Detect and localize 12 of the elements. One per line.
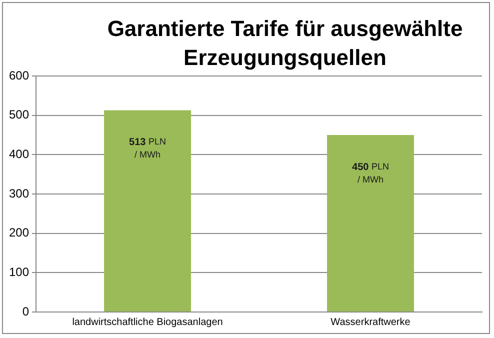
y-tick-label: 600 (8, 68, 30, 82)
data-label: 513 PLN / MWh (129, 136, 166, 160)
x-tick-label: Wasserkraftwerke (330, 316, 411, 328)
data-label: 450 PLN / MWh (352, 161, 389, 184)
x-tick-label: landwirtschaftliche Biogasanlagen (72, 316, 223, 328)
y-tick-label: 100 (8, 264, 30, 279)
y-tick-label: 500 (8, 108, 30, 122)
y-tick-label: 0 (22, 304, 30, 318)
chart-title: Garantierte Tarife für ausgewählte Erzeugungsquellen (106, 15, 464, 72)
y-tick-label: 400 (8, 146, 30, 161)
y-tick-label: 200 (8, 226, 30, 240)
y-tick-label: 300 (8, 186, 30, 200)
